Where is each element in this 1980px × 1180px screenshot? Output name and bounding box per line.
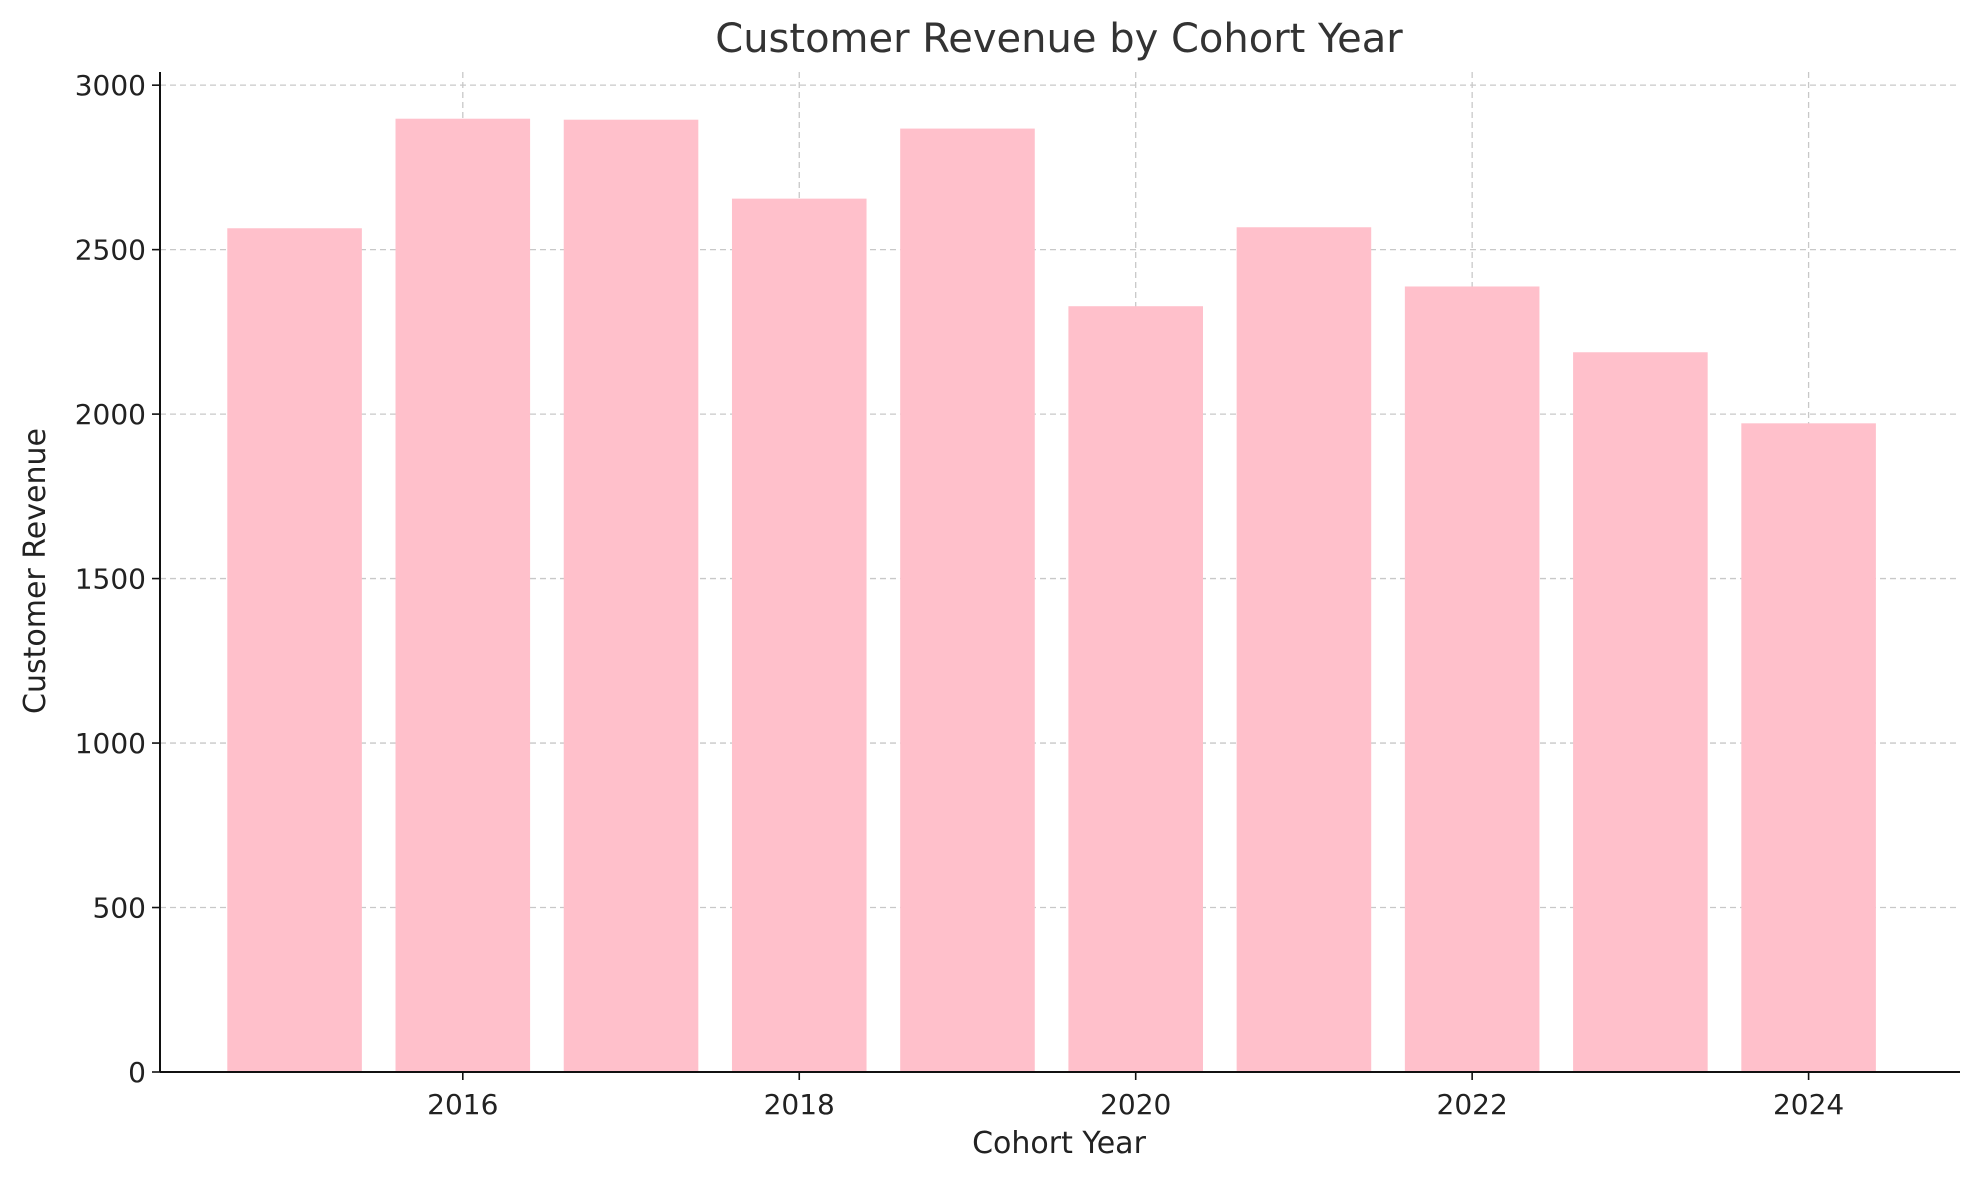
bar-2024 (1741, 423, 1876, 1072)
x-tick-label: 2020 (1100, 1088, 1171, 1121)
y-tick-label: 500 (93, 892, 146, 925)
x-tick-label: 2022 (1437, 1088, 1508, 1121)
bar-2015 (227, 228, 362, 1072)
axes-layer (159, 72, 1960, 1073)
y-axis-label: Customer Revenue (18, 428, 53, 714)
bar-2023 (1573, 352, 1708, 1072)
x-axis-label: Cohort Year (972, 1126, 1146, 1161)
bars-layer (227, 118, 1876, 1073)
bar-2016 (395, 118, 531, 1073)
y-tick-label: 1500 (75, 563, 146, 596)
x-tick-label: 2024 (1773, 1088, 1844, 1121)
y-tick-label: 3000 (75, 69, 146, 102)
bar-2020 (1068, 306, 1203, 1072)
bar-2019 (900, 128, 1035, 1072)
chart-title: Customer Revenue by Cohort Year (715, 16, 1403, 62)
bar-2017 (563, 119, 699, 1072)
x-tick-label: 2016 (427, 1088, 498, 1121)
y-tick-label: 1000 (75, 727, 146, 760)
y-tick-label: 2500 (75, 234, 146, 267)
bar-2018 (731, 198, 867, 1073)
ticks-layer: 0 500 1000 1500 2000 2500 3000 2016 2018 2020 2022… (75, 69, 1844, 1121)
y-tick-label: 0 (128, 1056, 146, 1089)
bar-2021 (1236, 227, 1372, 1072)
bar-2022 (1404, 286, 1540, 1072)
x-tick-label: 2018 (764, 1088, 835, 1121)
y-tick-label: 2000 (75, 398, 146, 431)
